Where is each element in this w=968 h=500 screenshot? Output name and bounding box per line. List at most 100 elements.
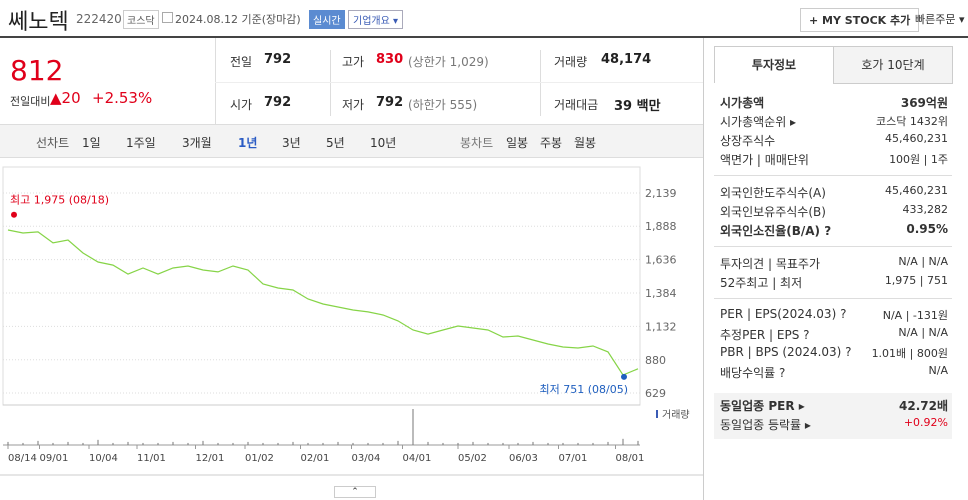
volume-bar (187, 442, 189, 445)
change-label: 전일대비 (10, 95, 51, 108)
collapse-button[interactable]: ⌃ (334, 486, 376, 498)
change-rate: +2.53% (92, 89, 153, 107)
info-label: 투자의견 | 목표주가 (720, 257, 820, 271)
info-value: 1,975 | 751 (884, 274, 948, 287)
quick-order-text: 빠른주문 (915, 13, 956, 26)
candle-tab[interactable]: 월봉 (574, 136, 597, 150)
volume-bar (307, 442, 309, 445)
volume-bar (262, 442, 264, 445)
calendar-icon (162, 12, 173, 23)
info-label: 동일업종 PER ▸ (720, 399, 805, 413)
low-marker (621, 373, 627, 380)
period-tab[interactable]: 3개월 (182, 136, 212, 150)
volume-bar (547, 442, 549, 445)
volume-bar (517, 442, 519, 445)
info-value: N/A | N/A (898, 255, 948, 268)
info-label: PBR | BPS (2024.03) ? (720, 345, 852, 359)
divider (215, 82, 703, 83)
realtime-badge[interactable]: 실시간 (309, 10, 345, 29)
info-label: 추정PER | EPS ? (720, 328, 810, 342)
tab-group-label: 선차트 (36, 136, 70, 150)
volume-bar (82, 442, 84, 445)
period-tab[interactable]: 1주일 (126, 136, 156, 150)
quick-order[interactable]: 빠른주문 ▾ (915, 13, 965, 26)
volume-bar (277, 442, 279, 445)
period-tab[interactable]: 1일 (82, 136, 101, 150)
my-stock-button[interactable]: + MY STOCK 추가 (800, 8, 920, 32)
candle-tab[interactable]: 주봉 (540, 136, 563, 150)
x-tick-label: 08/14 (8, 453, 37, 464)
y-tick-label: 1,888 (645, 220, 677, 233)
volume-bar (217, 442, 219, 445)
quote-note: (상한가 1,029) (408, 55, 489, 69)
info-value: N/A | N/A (898, 326, 948, 339)
info-label: PER | EPS(2024.03) ? (720, 307, 847, 321)
info-value: 0.95% (906, 222, 948, 236)
panel-divider (714, 298, 952, 299)
y-tick-label: 1,636 (645, 254, 677, 267)
high-marker (11, 211, 17, 218)
y-tick-label: 880 (645, 354, 666, 367)
info-label: 동일업종 등락률 ▸ (720, 418, 811, 432)
x-tick-label: 05/02 (458, 453, 487, 464)
info-label: 액면가 | 매매단위 (720, 153, 809, 167)
volume-bar (577, 442, 579, 445)
volume-bar (7, 441, 9, 445)
info-value: N/A | -131원 (882, 309, 948, 322)
quote-value: 48,174 (601, 52, 652, 67)
company-info-text: 기업개요 (353, 16, 390, 27)
panel-tab[interactable]: 호가 10단계 (833, 46, 953, 84)
info-value: N/A (928, 364, 948, 377)
volume-bar (22, 442, 24, 445)
info-value: +0.92% (903, 416, 948, 429)
volume-bar (382, 442, 384, 445)
volume-key (656, 410, 658, 418)
volume-bar (232, 442, 234, 445)
period-tab[interactable]: 1년 (238, 136, 258, 150)
left-panel (0, 38, 704, 500)
volume-bar (112, 442, 114, 445)
change: ▲20 (50, 89, 81, 107)
volume-bar (322, 442, 324, 445)
y-tick-label: 1,384 (645, 287, 677, 300)
volume-bar (247, 441, 249, 445)
low-label: 최저 751 (08/05) (539, 383, 628, 396)
x-tick-label: 12/01 (196, 453, 225, 464)
volume-bar (97, 439, 99, 445)
volume-bar (427, 441, 429, 445)
y-tick-label: 2,139 (645, 187, 677, 200)
volume-bar (157, 442, 159, 445)
company-info[interactable]: 기업개요 ▾ (348, 10, 404, 29)
quote-value: 792 (264, 95, 292, 110)
panel-tab[interactable]: 투자정보 (714, 46, 834, 83)
x-tick-label: 01/02 (245, 453, 274, 464)
quote-label: 시가 (230, 98, 253, 112)
info-label: 배당수익률 ? (720, 366, 786, 380)
info-value: 433,282 (902, 203, 949, 216)
volume-label: 거래량 (662, 409, 690, 421)
volume-bar (292, 441, 294, 445)
period-tab[interactable]: 5년 (326, 136, 345, 150)
info-label: 시가총액순위 ▸ (720, 115, 797, 129)
info-label: 외국인한도주식수(A) (720, 186, 826, 200)
market-badge: 코스닥 (123, 10, 159, 29)
volume-bar (442, 442, 444, 445)
volume-bar (397, 440, 399, 445)
x-tick-label: 09/01 (40, 453, 69, 464)
panel-footer-bg (714, 393, 952, 439)
volume-bar (127, 441, 129, 445)
candle-tab[interactable]: 일봉 (506, 136, 529, 150)
period-tab[interactable]: 10년 (370, 136, 397, 150)
volume-bar (472, 441, 474, 445)
panel-divider (714, 246, 952, 247)
y-tick-label: 629 (645, 387, 666, 400)
info-value: 45,460,231 (885, 184, 948, 197)
period-tab[interactable]: 3년 (282, 136, 301, 150)
volume-bar (367, 442, 369, 445)
info-value: 1.01배 | 800원 (871, 347, 948, 360)
header-rule (0, 36, 968, 38)
stock-name: 쎄노텍 (8, 10, 69, 35)
x-tick-label: 08/01 (616, 453, 645, 464)
chart: 629 880 1,132 1,384 1,636 1,888 2,139 최고 1,975 … (0, 166, 703, 476)
